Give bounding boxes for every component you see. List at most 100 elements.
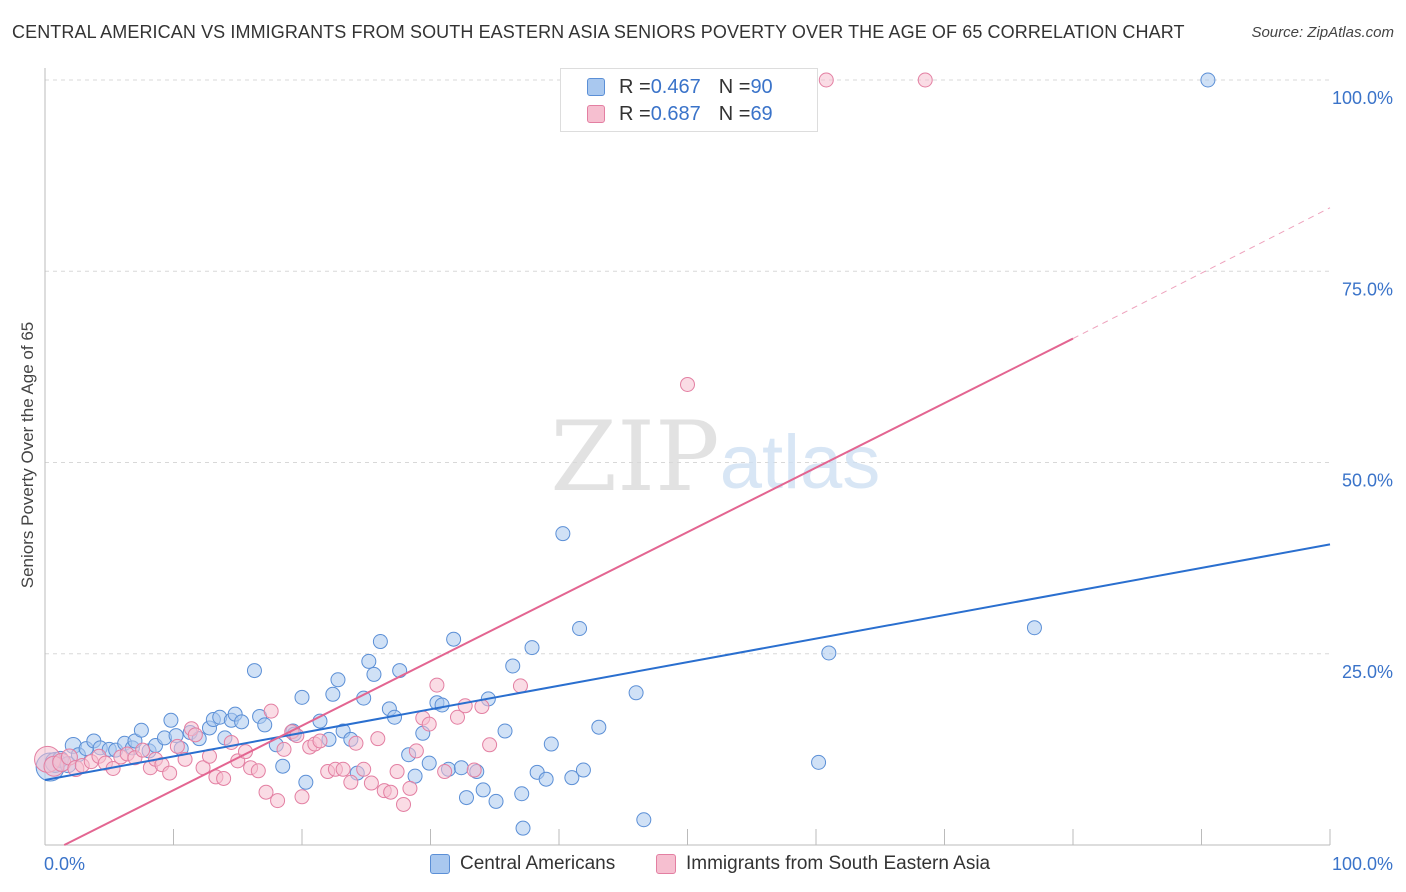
legend-swatch-blue [430,854,450,874]
data-point [818,72,834,88]
data-point [169,738,185,754]
legend-r-value: 0.467 [650,75,701,98]
data-point [163,712,179,728]
legend-r-label: R = [619,75,651,98]
data-point [370,731,386,747]
data-point [497,723,513,739]
y-tick-label: 100.0% [1332,88,1393,108]
data-point [275,758,291,774]
legend-n-value: 69 [750,102,773,125]
data-point [1200,72,1216,88]
watermark-zip: ZIP [550,401,719,513]
data-point [348,735,364,751]
data-point [575,762,591,778]
legend-swatch-blue [587,78,605,96]
legend-se-asia[interactable]: Immigrants from South Eastern Asia [656,852,990,876]
data-point [250,763,266,779]
data-point [343,774,359,790]
data-point [330,672,346,688]
data-point [515,820,531,836]
data-point [396,796,412,812]
data-point [449,709,465,725]
data-point [246,663,262,679]
data-point [383,784,399,800]
y-tick-label: 25.0% [1342,662,1393,682]
data-point [811,754,827,770]
data-point [457,698,473,714]
data-point [312,733,328,749]
data-point [524,640,540,656]
data-point [258,784,274,800]
trend-line-se-asia-extension [1072,207,1331,340]
data-point [325,686,341,702]
data-point [298,774,314,790]
legend-r-value: 0.687 [650,102,701,125]
tick-labels: 25.0% 50.0% 75.0% 100.0% 0.0% 100.0% [44,88,1393,874]
data-point [421,755,437,771]
legend-r-label: R = [619,102,651,125]
x-tick-label: 100.0% [1332,854,1393,874]
data-point [636,812,652,828]
trend-line-se-asia [63,337,1074,846]
data-point [294,789,310,805]
legend-n-label: N = [718,102,751,125]
data-point [821,645,837,661]
legend-central-americans[interactable]: Central Americans [430,852,615,876]
data-point [335,761,351,777]
data-point [187,727,203,743]
grid-lines [45,79,1330,655]
data-point [512,678,528,694]
data-point [458,790,474,806]
data-point [538,771,554,787]
data-point [216,770,232,786]
data-point [133,722,149,738]
y-tick-label: 50.0% [1342,471,1393,491]
data-point [543,736,559,752]
data-point [437,764,453,780]
chart-source: Source: ZipAtlas.com [1251,24,1394,41]
data-point [234,714,250,730]
legend-swatch-pink [656,854,676,874]
data-point [466,762,482,778]
data-point [628,685,644,701]
axes [44,68,1331,846]
data-point [446,631,462,647]
data-point [591,719,607,735]
data-point [294,689,310,705]
data-point [434,697,450,713]
data-point [514,786,530,802]
legend-n-value: 90 [750,75,773,98]
data-point [363,775,379,791]
legend-swatch-pink [587,105,605,123]
data-point [572,621,588,637]
watermark-atlas: atlas [720,420,881,505]
data-point [1026,620,1042,636]
data-point [162,765,178,781]
data-point [680,376,695,392]
data-point [505,658,521,674]
data-point [389,764,405,780]
trend-lines [44,207,1331,846]
x-tick-label: 0.0% [44,854,85,874]
trend-line-central-americans [44,543,1331,781]
y-tick-label: 75.0% [1342,279,1393,299]
data-point [135,742,151,758]
legend-row-blue: R = 0.467 N = 90 [587,74,773,100]
legend-label: Central Americans [460,853,616,874]
data-point [263,703,279,719]
legend-n-label: N = [718,75,751,98]
data-point [453,760,469,776]
data-point [270,793,286,809]
data-point [564,770,580,786]
legend-stats: R = 0.467 N = 90 R = 0.687 N = 69 [560,68,818,132]
data-point [429,677,445,693]
data-point [392,663,408,679]
chart-title: CENTRAL AMERICAN VS IMMIGRANTS FROM SOUT… [12,22,1185,42]
data-point [555,526,571,542]
data-point [488,793,504,809]
data-point [276,741,292,757]
data-point [372,634,388,650]
data-point [366,666,382,682]
data-point [917,72,933,88]
